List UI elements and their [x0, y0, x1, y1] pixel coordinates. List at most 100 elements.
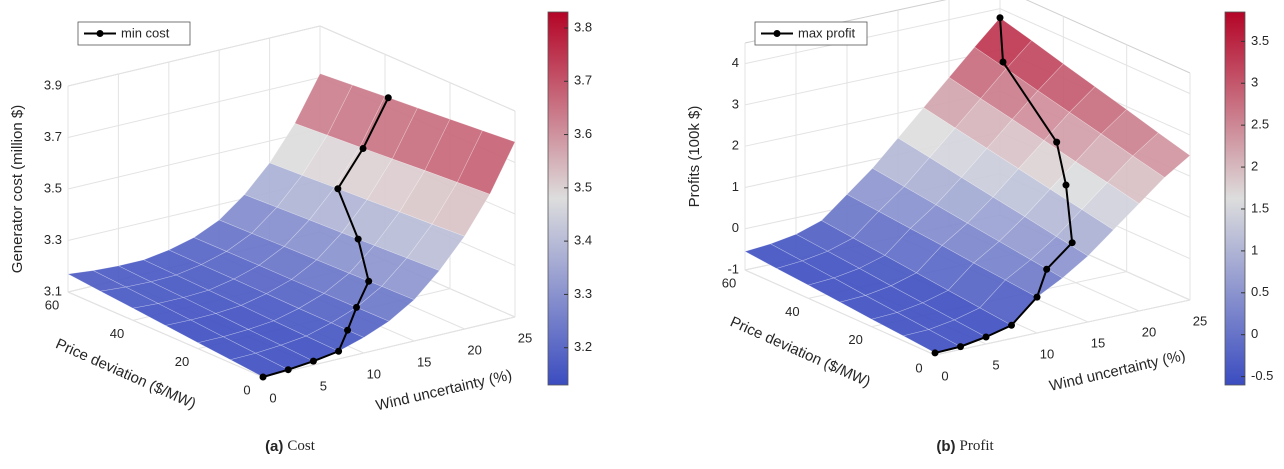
colorbar-tick-label: 2 [1251, 159, 1258, 174]
caption-label: (a) [265, 438, 283, 455]
surface-cell [334, 146, 393, 201]
colorbar-tick-label: 3.5 [1251, 33, 1269, 48]
y-tick-label: 20 [848, 332, 862, 347]
surface-cell [272, 308, 332, 337]
series-marker [259, 373, 267, 381]
y-tick-label: 0 [243, 382, 250, 397]
series-marker [354, 235, 362, 243]
legend-box [77, 21, 191, 46]
series-marker [365, 277, 373, 285]
colorbar-tick-label: 3.4 [574, 233, 592, 248]
colorbar-tick-label: 3.7 [574, 73, 592, 88]
series-marker [1033, 293, 1041, 301]
legend-marker [96, 30, 104, 37]
colorbar [547, 11, 569, 386]
x-tick-label: 5 [992, 357, 999, 372]
z-tick-label: 2 [732, 138, 739, 153]
grid-line [319, 25, 516, 112]
series-marker [335, 347, 343, 355]
series-marker [1068, 239, 1076, 247]
surface-cell [290, 259, 350, 294]
surface-cell [406, 223, 466, 271]
surface-cell [92, 265, 152, 288]
surface-cell [381, 257, 440, 301]
surface-cell [355, 286, 415, 322]
grid-line [999, 8, 1191, 95]
series-marker [353, 303, 360, 311]
legend-label: max profit [798, 25, 855, 40]
y-axis-title: Price deviation ($/MW) [53, 335, 199, 412]
colorbar-tick-label: 3.3 [574, 286, 592, 301]
series-marker [999, 58, 1007, 66]
surface-cell [896, 302, 956, 330]
legend-label: min cost [121, 25, 170, 40]
colorbar-tick-label: 2.5 [1251, 117, 1269, 132]
x-tick-label: 5 [320, 378, 327, 393]
z-axis-title: Generator cost (million $) [9, 105, 26, 273]
surface-cell [150, 274, 210, 298]
series-marker [1043, 265, 1051, 273]
grid-line [262, 316, 516, 378]
colorbar-tick-label: 0 [1251, 326, 1258, 341]
z-tick-label: 3.9 [44, 77, 62, 92]
y-tick-label: 20 [175, 354, 189, 369]
colorbar-tick-label: 3.6 [574, 126, 592, 141]
y-tick-label: 60 [722, 275, 736, 290]
x-axis-title: Wind uncertainty (%) [1048, 347, 1187, 395]
grid-line [744, 269, 936, 356]
legend-box [754, 21, 868, 46]
x-tick-label: 10 [1040, 346, 1054, 361]
z-tick-label: 4 [732, 55, 739, 70]
z-tick-label: 3.5 [44, 180, 62, 195]
colorbar-tick-label: 3.2 [574, 339, 592, 354]
surface-cell [305, 322, 365, 352]
surface-cell [1106, 155, 1165, 205]
surface-cell [197, 336, 257, 361]
colorbar-tick-label: -0.5 [1251, 368, 1273, 383]
series-marker [1008, 321, 1015, 329]
surface-cell [456, 130, 516, 195]
colorbar-tick-label: 3 [1251, 75, 1258, 90]
caption-text: Cost [287, 438, 315, 454]
colorbar-tick-label: 3.8 [574, 19, 592, 34]
y-tick-label: 60 [45, 297, 59, 312]
x-tick-label: 0 [269, 390, 276, 405]
series-marker [982, 333, 990, 341]
colorbar-tick-label: 3.5 [574, 179, 592, 194]
y-tick-label: 0 [915, 360, 922, 375]
series-marker [344, 326, 352, 334]
caption: (a) Cost [265, 438, 316, 455]
x-tick-label: 0 [941, 368, 948, 383]
series-marker [996, 14, 1004, 22]
z-tick-label: 0 [732, 220, 739, 235]
z-tick-label: 1 [732, 179, 739, 194]
x-tick-label: 10 [367, 366, 381, 381]
series-marker [957, 343, 964, 351]
colorbar [1224, 11, 1246, 386]
legend-marker [773, 30, 781, 37]
surface-cell [193, 219, 253, 252]
x-tick-label: 20 [467, 342, 481, 357]
y-tick-label: 40 [110, 326, 124, 341]
grid-line [67, 128, 321, 190]
grid-line [744, 8, 1001, 65]
series-marker [309, 357, 317, 365]
series-marker [384, 94, 392, 102]
series-marker [359, 145, 367, 153]
colorbar-tick-label: 1.5 [1251, 200, 1269, 215]
z-tick-label: -1 [727, 261, 739, 276]
z-tick-label: 3.7 [44, 129, 62, 144]
z-tick-label: 3.3 [44, 232, 62, 247]
surface-cell [283, 219, 343, 261]
z-tick-label: 3.1 [44, 283, 62, 298]
grid-line [67, 77, 321, 138]
box-edge [1025, 0, 1191, 74]
grid-line [934, 299, 1191, 356]
caption-label: (b) [936, 438, 955, 455]
y-tick-label: 40 [785, 304, 799, 319]
z-axis-title: Profits (100k $) [686, 106, 703, 208]
x-tick-label: 15 [1091, 335, 1105, 350]
series-marker [284, 366, 292, 374]
